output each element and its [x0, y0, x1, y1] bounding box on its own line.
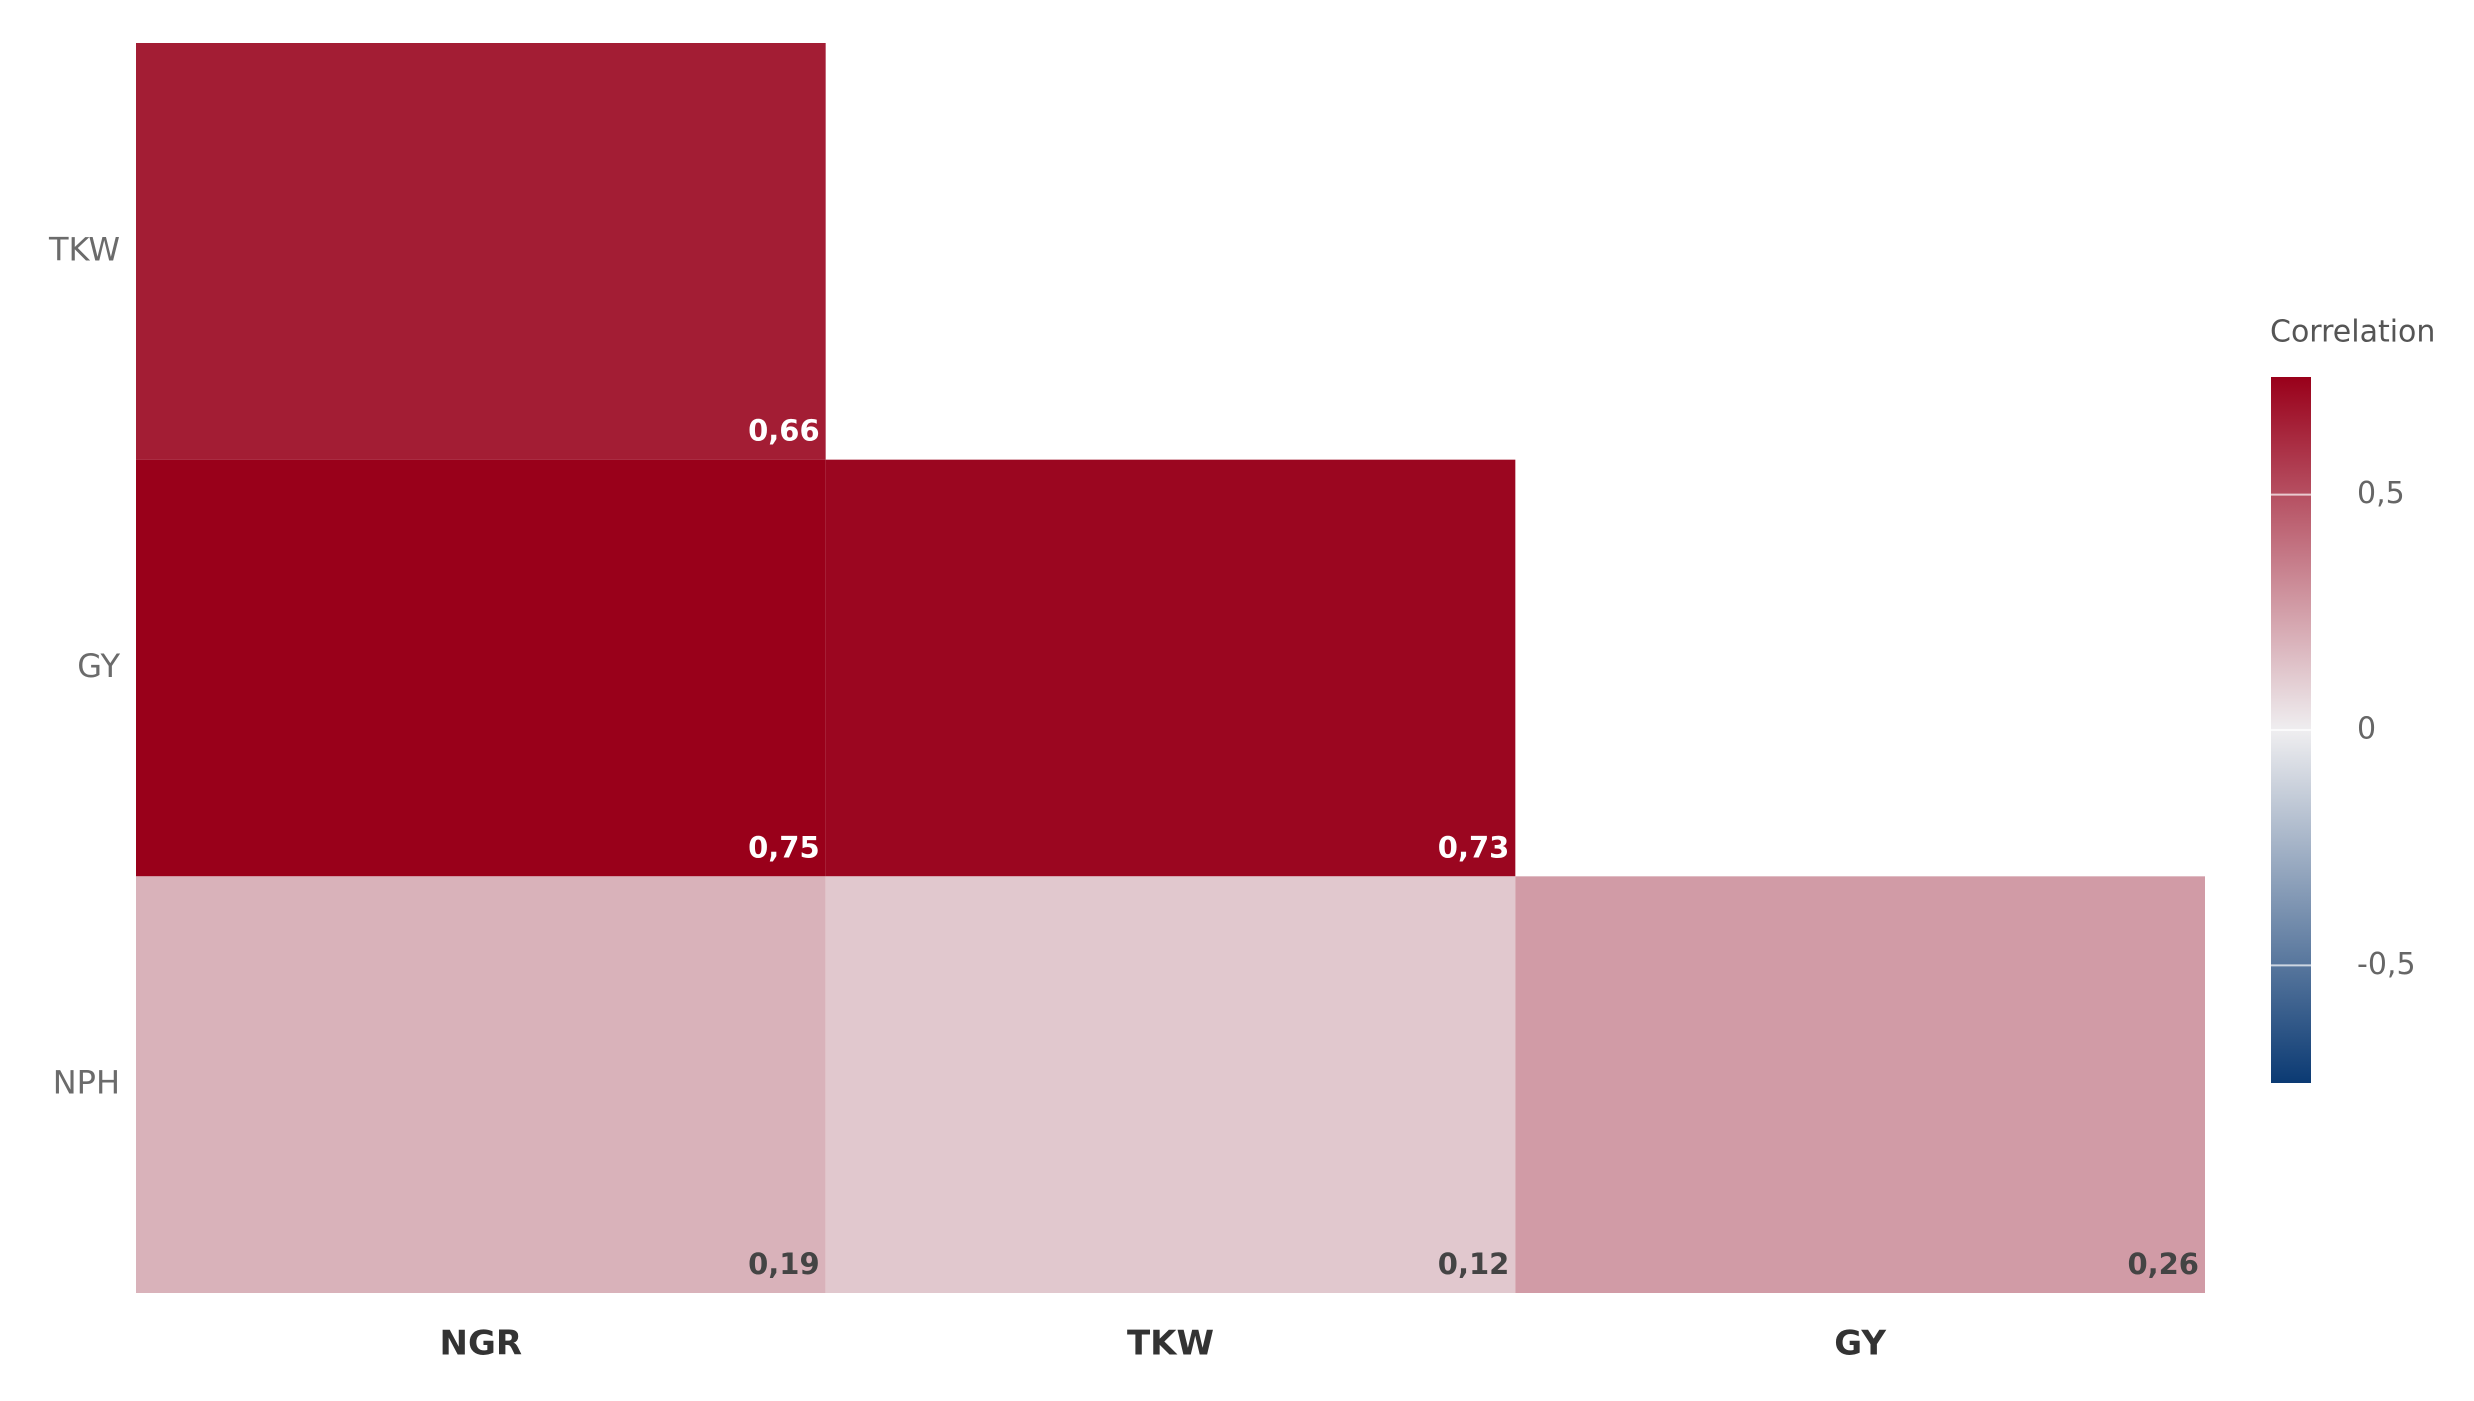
- cell-label: 0,12: [1438, 1247, 1510, 1281]
- heatmap-cell: [825, 876, 1516, 1293]
- x-tick-label: GY: [1834, 1324, 1886, 1364]
- heatmap-cell: [1515, 876, 2205, 1293]
- colorbar-tick-label: 0,5: [2357, 476, 2405, 511]
- heatmap-cell: [136, 459, 826, 877]
- y-tick-label: NPH: [53, 1064, 120, 1102]
- heatmap-cell: [825, 459, 1516, 877]
- colorbar-tick-label: 0: [2357, 712, 2376, 747]
- x-tick-label: TKW: [1127, 1324, 1214, 1364]
- colorbar-tick-label: -0,5: [2357, 947, 2416, 982]
- y-tick-label: GY: [77, 647, 120, 685]
- cell-label: 0,26: [2127, 1247, 2199, 1281]
- heatmap-cell: [136, 876, 826, 1293]
- x-tick-label: NGR: [440, 1324, 523, 1364]
- heatmap-cell: [136, 43, 826, 460]
- y-tick-label: TKW: [48, 230, 120, 268]
- colorbar-title: Correlation: [2270, 315, 2435, 350]
- cell-label: 0,66: [748, 414, 820, 448]
- cell-label: 0,73: [1438, 830, 1510, 864]
- cell-label: 0,75: [748, 830, 820, 864]
- cell-label: 0,19: [748, 1247, 820, 1281]
